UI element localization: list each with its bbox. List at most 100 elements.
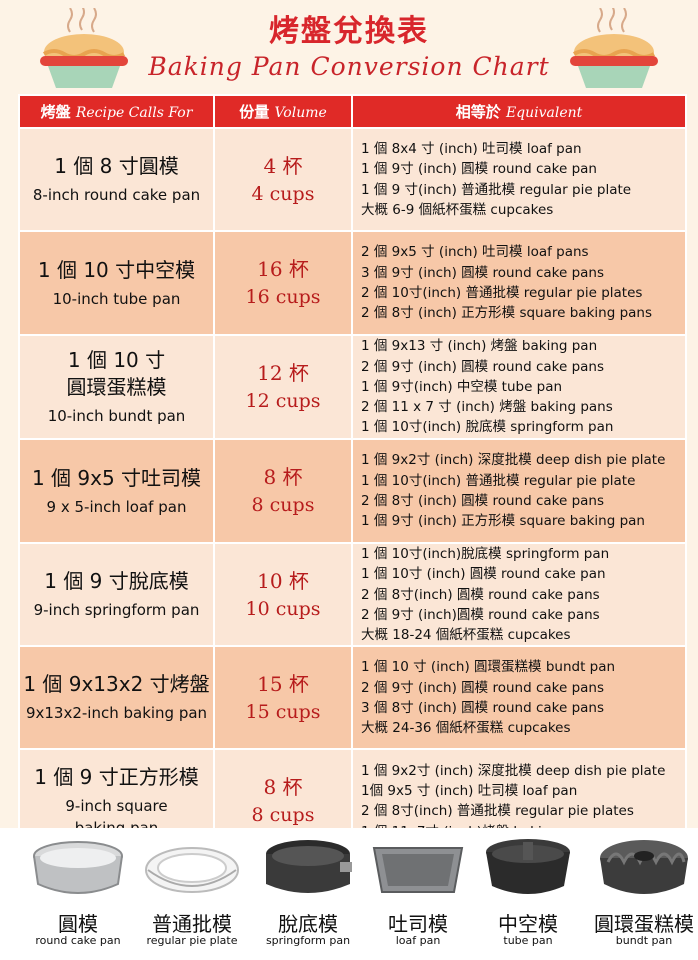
equivalent-item: 2 個 9寸 (inch) 圓模 round cake pans [361, 358, 604, 375]
pan-name-en: 8-inch round cake pan [20, 184, 213, 206]
pie-icon [570, 8, 658, 88]
equivalent-item: 1 個 9寸(inch) 中空模 tube pan [361, 378, 563, 395]
volume-en: 12 cups [245, 390, 321, 412]
pan-label-zh: 圓模 [58, 912, 98, 936]
table-row: 1 個 9x5 寸吐司模 9 x 5-inch loaf pan 8 杯 8 cups… [18, 438, 687, 544]
volume-zh: 12 杯 [257, 361, 309, 385]
pan-label-zh: 吐司模 [388, 912, 448, 936]
page-title: 烤盤兌換表 [269, 14, 429, 49]
pan-card: 普通批模 regular pie plate [134, 828, 250, 960]
springform-pan-icon [266, 840, 352, 893]
bundt-pan-icon [600, 840, 688, 894]
equivalent-cell: 1 個 9x2寸 (inch) 深度批模 deep dish pie plate… [351, 438, 687, 544]
column-header-recipe: 烤盤 Recipe Calls For [18, 94, 215, 129]
equivalent-cell: 2 個 9x5 寸 (inch) 吐司模 loaf pans 3 個 9寸 (in… [351, 230, 687, 336]
table-header-row: 烤盤 Recipe Calls For 份量 Volume 相等於 Equiva… [18, 94, 687, 129]
equivalent-item: 1 個 10寸(inch)脫底模 springform pan [361, 546, 610, 562]
equivalent-item: 1 個 9 寸(inch) 普通批模 regular pie plate [361, 181, 632, 198]
equivalent-cell: 1 個 9x13 寸 (inch) 烤盤 baking pan 2 個 9寸 (i… [351, 334, 687, 440]
pan-name-en-line: 9-inch square [65, 796, 168, 815]
column-header-volume: 份量 Volume [213, 94, 353, 129]
pan-name-en-line: 10-inch tube pan [52, 289, 181, 308]
equivalent-item: 3 個 9寸 (inch) 圓模 round cake pans [361, 264, 604, 281]
equivalent-item: 1 個 8x4 寸 (inch) 吐司模 loaf pan [361, 140, 582, 157]
equivalent-item: 1個 9x5 寸 (inch) 吐司模 loaf pan [361, 783, 578, 800]
equivalent-item: 2 個 8寸(inch) 圓模 round cake pans [361, 586, 600, 603]
pan-cell: 1 個 10 寸中空模 10-inch tube pan [18, 230, 215, 336]
pan-gallery: 圓模 round cake pan 普通批模 regular pie plate 脫底模… [0, 828, 698, 960]
pan-label-zh: 普通批模 [152, 912, 232, 936]
volume-en: 15 cups [245, 700, 321, 723]
volume-zh: 10 杯 [257, 568, 309, 593]
pan-name-en-line: 9-inch springform pan [33, 601, 200, 620]
equivalent-item: 1 個 9寸 (inch) 正方形模 square baking pan [361, 513, 645, 530]
equivalent-item: 1 個 9寸 (inch) 圓模 round cake pan [361, 161, 597, 178]
volume-en: 4 cups [251, 182, 315, 205]
equivalent-item: 2 個 10寸(inch) 普通批模 regular pie plates [361, 285, 643, 301]
volume-zh: 4 杯 [263, 153, 303, 178]
volume-en: 16 cups [245, 286, 321, 308]
loaf-pan-icon [372, 847, 464, 893]
pan-name-zh: 1 個 9 寸正方形模 [34, 764, 199, 789]
volume-cell: 16 杯 16 cups [213, 230, 353, 336]
equivalent-item: 2 個 9寸 (inch)圓模 round cake pans [361, 606, 600, 623]
equivalent-item: 3 個 8寸 (inch) 圓模 round cake pans [361, 699, 604, 716]
pan-name-zh: 1 個 10 寸 [67, 348, 166, 372]
pan-name-en: 9 x 5-inch loaf pan [20, 496, 213, 518]
pan-card: 吐司模 loaf pan [360, 828, 476, 960]
pan-label-en: round cake pan [35, 934, 121, 947]
pan-cell: 1 個 10 寸圓環蛋糕模 10-inch bundt pan [18, 334, 215, 440]
equivalent-item: 大概 24-36 個紙杯蛋糕 cupcakes [361, 720, 571, 737]
pan-label-en: springform pan [265, 934, 351, 947]
volume-zh: 16 杯 [257, 257, 309, 281]
table-row: 1 個 9x13x2 寸烤盤 9x13x2-inch baking pan 15 杯… [18, 645, 687, 751]
pan-name-zh: 圓環蛋糕模 [66, 375, 167, 399]
volume-en: 8 cups [251, 804, 315, 827]
equivalent-item: 1 個 10 寸 (inch) 圓環蛋糕模 bundt pan [361, 659, 616, 676]
pan-label-en: regular pie plate [146, 934, 238, 947]
volume-en: 10 cups [245, 597, 321, 620]
volume-zh: 8 杯 [263, 465, 303, 489]
pan-name-zh: 1 個 8 寸圓模 [54, 154, 179, 178]
pan-name-zh: 1 個 9 寸脫底模 [44, 569, 189, 594]
pan-name-en: 9x13x2-inch baking pan [20, 702, 213, 724]
equivalent-item: 2 個 8寸(inch) 普通批模 regular pie plates [361, 803, 634, 820]
equivalent-item: 2 個 9寸 (inch) 圓模 round cake pans [361, 679, 604, 696]
volume-cell: 12 杯 12 cups [213, 334, 353, 440]
pan-card: 中空模 tube pan [470, 828, 586, 960]
equivalent-item: 1 個 9x2寸 (inch) 深度批模 deep dish pie plate [361, 762, 666, 779]
pan-label-zh: 中空模 [498, 912, 558, 936]
pie-plate-icon [145, 847, 239, 893]
equivalent-item: 2 個 11 x 7 寸 (inch) 烤盤 baking pans [361, 399, 613, 416]
pan-label-en: loaf pan [395, 934, 441, 947]
pan-cell: 1 個 9x13x2 寸烤盤 9x13x2-inch baking pan [18, 645, 215, 751]
conversion-table: 烤盤 Recipe Calls For 份量 Volume 相等於 Equiva… [18, 94, 687, 855]
pan-name-en-line: 9x13x2-inch baking pan [25, 704, 208, 723]
pan-name-en-line: 8-inch round cake pan [32, 186, 201, 204]
table-row: 1 個 9 寸脫底模 9-inch springform pan 10 杯 10 cu… [18, 541, 687, 648]
equivalent-cell: 1 個 10 寸 (inch) 圓環蛋糕模 bundt pan 2 個 9寸 (i… [351, 645, 687, 751]
equivalent-item: 大概 18-24 個紙杯蛋糕 cupcakes [361, 627, 571, 644]
pan-label-zh: 圓環蛋糕模 [594, 912, 694, 936]
volume-cell: 10 杯 10 cups [213, 541, 353, 648]
page-header: 烤盤兌換表 Baking Pan Conversion Chart [0, 0, 698, 94]
volume-cell: 8 杯 8 cups [213, 438, 353, 544]
table-row: 1 個 8 寸圓模 8-inch round cake pan 4 杯 4 cups 1… [18, 127, 687, 232]
pan-name-en: 10-inch bundt pan [20, 405, 213, 427]
pan-label-en: bundt pan [615, 934, 673, 947]
volume-en: 8 cups [251, 494, 315, 516]
pan-cell: 1 個 8 寸圓模 8-inch round cake pan [18, 127, 215, 232]
volume-zh: 8 杯 [263, 775, 303, 800]
pan-label-en: tube pan [503, 934, 553, 947]
pie-icon [40, 8, 128, 88]
pan-card: 脫底模 springform pan [250, 828, 366, 960]
pan-name-zh: 1 個 9x5 寸吐司模 [31, 465, 202, 490]
equivalent-item: 2 個 9x5 寸 (inch) 吐司模 loaf pans [361, 244, 589, 261]
equivalent-item: 1 個 10寸 (inch) 圓模 round cake pan [361, 566, 606, 583]
pan-name-en: 9-inch springform pan [20, 599, 213, 621]
column-header-equivalent: 相等於 Equivalent [351, 94, 687, 129]
equivalent-item: 2 個 8寸 (inch) 圓模 round cake pans [361, 493, 604, 509]
equivalent-cell: 1 個 8x4 寸 (inch) 吐司模 loaf pan 1 個 9寸 (inc… [351, 127, 687, 232]
table-row: 1 個 10 寸中空模 10-inch tube pan 16 杯 16 cups 2 … [18, 230, 687, 336]
volume-cell: 4 杯 4 cups [213, 127, 353, 232]
